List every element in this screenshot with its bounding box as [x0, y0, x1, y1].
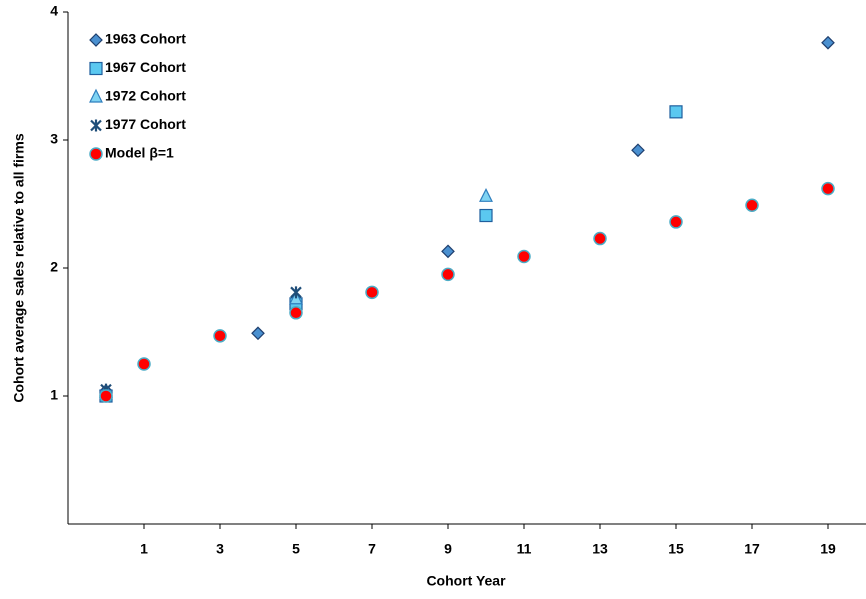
marker: [89, 33, 103, 47]
legend-label: 1972 Cohort: [105, 88, 186, 104]
x-tick-label: 19: [820, 541, 836, 557]
x-tick-label: 9: [444, 541, 452, 557]
marker: [89, 88, 103, 103]
legend-label: 1967 Cohort: [105, 59, 186, 75]
marker: [89, 147, 103, 161]
x-tick-label: 7: [368, 541, 376, 557]
marker: [821, 35, 835, 50]
x-tick-label: 1: [140, 541, 148, 557]
marker: [821, 181, 835, 196]
marker: [441, 267, 455, 282]
y-tick-label: 4: [50, 3, 58, 19]
marker: [593, 231, 607, 246]
marker: [99, 389, 113, 403]
marker: [479, 187, 493, 202]
y-tick-label: 1: [50, 387, 58, 403]
marker: [517, 249, 531, 264]
marker: [479, 208, 493, 223]
marker: [289, 306, 303, 320]
x-tick-label: 3: [216, 541, 224, 557]
marker: [745, 198, 759, 213]
x-tick-label: 5: [292, 541, 300, 557]
marker: [137, 357, 151, 371]
legend-label: 1963 Cohort: [105, 31, 186, 47]
x-tick-label: 15: [668, 541, 684, 557]
x-axis-title: Cohort Year: [426, 573, 506, 589]
legend-label: 1977 Cohort: [105, 116, 186, 132]
x-tick-label: 13: [592, 541, 608, 557]
y-tick-label: 2: [50, 259, 58, 275]
marker: [251, 326, 265, 341]
marker: [441, 244, 455, 259]
marker: [631, 143, 645, 158]
marker: [669, 215, 683, 229]
y-tick-label: 3: [50, 131, 58, 147]
marker: [90, 119, 102, 132]
x-tick-label: 17: [744, 541, 760, 557]
legend-label: Model β=1: [105, 145, 174, 161]
marker: [290, 286, 302, 299]
marker: [213, 329, 227, 343]
marker: [365, 285, 379, 300]
x-tick-label: 11: [517, 541, 532, 557]
marker: [89, 61, 103, 76]
marker: [669, 105, 683, 119]
y-axis-title: Cohort average sales relative to all fir…: [11, 133, 27, 402]
